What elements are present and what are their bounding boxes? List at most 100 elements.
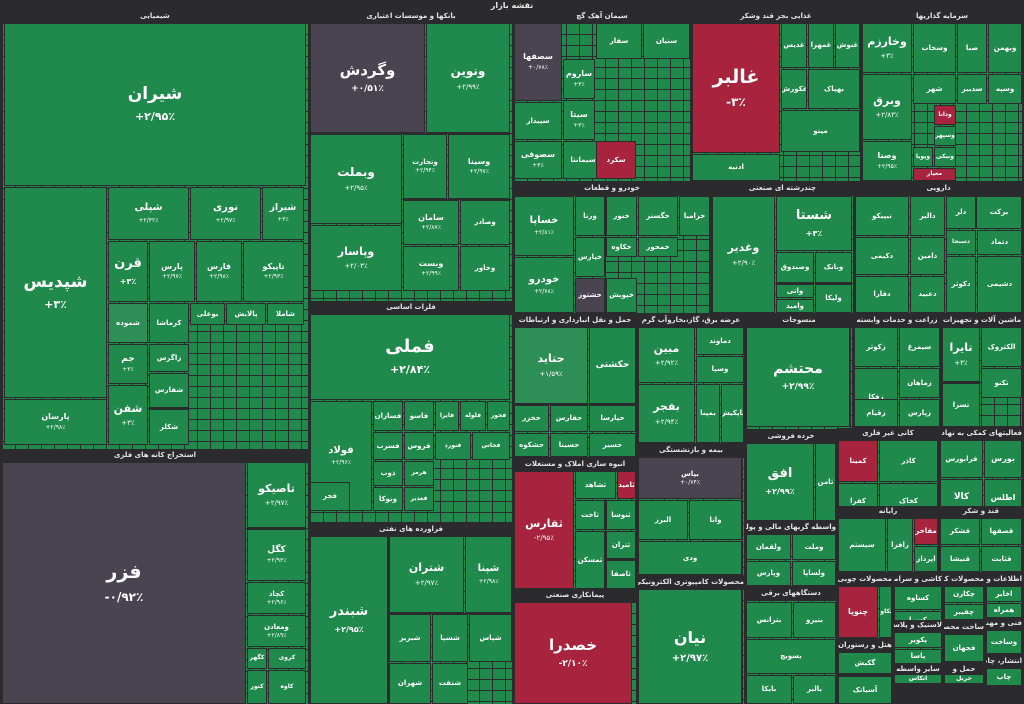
stock-tile[interactable]: حریل	[944, 674, 984, 684]
stock-tile[interactable]: شتران +۲/۹۷٪	[389, 536, 464, 613]
stock-tile[interactable]: کرماشا	[149, 303, 189, 343]
stock-tile[interactable]: وامید	[776, 299, 814, 313]
stock-tile[interactable]: وسینا +۲/۹۷٪	[448, 134, 510, 199]
stock-tile[interactable]: نوری +۲/۹۷٪	[190, 187, 261, 240]
stock-tile[interactable]: خودرو +۲/۷۸٪	[514, 257, 574, 313]
stock-tile[interactable]: قشکر	[940, 518, 980, 545]
stock-tile[interactable]: دلر	[946, 196, 976, 229]
stock-tile[interactable]: دعبید	[910, 276, 945, 313]
stock-tile[interactable]: حشکوه	[514, 433, 549, 457]
stock-tile[interactable]: پاسا	[894, 649, 942, 664]
stock-tile[interactable]: وسپهر	[934, 126, 956, 146]
stock-tile[interactable]: شیراز +۳٪	[262, 187, 304, 240]
stock-tile[interactable]: خنور	[606, 196, 637, 236]
stock-tile[interactable]: وغدیر +۲/۹۰٪	[712, 196, 775, 313]
stock-tile[interactable]: فخوز	[487, 401, 510, 431]
stock-tile[interactable]: بوعلی	[190, 303, 225, 325]
stock-tile[interactable]: کگل +۲/۹۳٪	[247, 529, 306, 581]
stock-tile[interactable]: خپویش	[606, 278, 637, 313]
stock-tile[interactable]: خساپا +۲/۸۱٪	[514, 196, 574, 256]
stock-tile[interactable]: ثامید	[617, 471, 636, 499]
stock-tile[interactable]: فلوله	[460, 401, 486, 431]
stock-tile[interactable]: شنفت	[432, 663, 468, 704]
stock-tile[interactable]: فجر	[310, 482, 350, 511]
stock-tile[interactable]: بورس	[984, 440, 1022, 478]
stock-tile[interactable]: اپرداز	[914, 546, 938, 572]
stock-tile[interactable]: وپارس	[746, 561, 791, 586]
stock-tile[interactable]: شپدیس +۳٪	[4, 187, 107, 398]
stock-tile[interactable]: زقیام	[854, 399, 898, 427]
stock-tile[interactable]: دکیمی	[855, 237, 909, 275]
stock-tile[interactable]: وبهمن	[988, 23, 1022, 73]
stock-tile[interactable]: وسپه	[988, 74, 1022, 104]
stock-tile[interactable]: پالایش	[226, 303, 266, 325]
stock-tile[interactable]: مبین +۲/۹۲٪	[638, 327, 695, 383]
stock-tile[interactable]: بفجر +۲/۹۴٪	[638, 384, 695, 443]
stock-tile[interactable]: تاپکیش	[721, 384, 744, 443]
stock-tile[interactable]: شبندر +۲/۹۵٪	[310, 536, 388, 704]
stock-tile[interactable]: اخابر	[986, 586, 1022, 602]
stock-tile[interactable]: خزامیا	[679, 196, 710, 236]
stock-tile[interactable]: غکورش	[781, 69, 807, 109]
stock-tile[interactable]: تایرا +۳٪	[942, 327, 980, 382]
stock-tile[interactable]: وبملت +۲/۹۵٪	[310, 134, 402, 224]
stock-tile[interactable]: وانا	[689, 500, 742, 540]
stock-tile[interactable]: فنورد	[435, 432, 471, 460]
stock-tile[interactable]: قرن +۳٪	[108, 241, 148, 302]
stock-tile[interactable]: فرابورس	[940, 440, 983, 478]
stock-tile[interactable]: شستا +۳٪	[776, 196, 852, 251]
stock-tile[interactable]: شسپا	[432, 614, 468, 662]
stock-tile[interactable]: حفارس	[550, 405, 588, 432]
stock-tile[interactable]: فاسو	[404, 401, 434, 431]
stock-tile[interactable]: خشتوز	[575, 278, 605, 313]
stock-tile[interactable]: دتماد	[977, 230, 1022, 255]
stock-tile[interactable]: قثابت	[981, 546, 1022, 572]
stock-tile[interactable]: برکت	[976, 196, 1022, 229]
stock-tile[interactable]: وصادر	[460, 200, 510, 245]
stock-tile[interactable]: وسپا	[696, 356, 744, 383]
stock-tile[interactable]: فایرا	[435, 401, 459, 431]
stock-tile[interactable]: بپاس +۰/۷۴٪	[638, 457, 742, 499]
stock-tile[interactable]: زکوثر	[854, 327, 898, 367]
stock-tile[interactable]: سصفها +۰/۷۸٪	[514, 23, 562, 101]
stock-tile[interactable]: ونوین +۲/۹۹٪	[426, 23, 510, 133]
stock-tile[interactable]: غدیس	[781, 23, 807, 68]
stock-tile[interactable]: افق +۲/۹۹٪	[746, 443, 814, 521]
stock-tile[interactable]: ومعادن +۲/۸۹٪	[247, 615, 306, 647]
stock-tile[interactable]: فجهان	[944, 634, 984, 662]
stock-tile[interactable]: ونیکی	[934, 147, 956, 167]
stock-tile[interactable]: واتی	[776, 284, 814, 298]
stock-tile[interactable]: حتاید +۱/۵۹٪	[514, 327, 588, 404]
stock-tile[interactable]: بنیرو	[793, 602, 836, 638]
stock-tile[interactable]: دکوثر	[946, 256, 976, 313]
stock-tile[interactable]: شاملا	[267, 303, 304, 325]
stock-tile[interactable]: شهر	[913, 74, 956, 104]
stock-tile[interactable]: وملت	[792, 534, 836, 560]
stock-tile[interactable]: سکرد	[596, 141, 636, 179]
stock-tile[interactable]: معیار	[913, 168, 956, 181]
stock-tile[interactable]: شموده	[108, 303, 148, 343]
stock-tile[interactable]: رافزا	[887, 518, 913, 572]
stock-tile[interactable]: وپویا	[913, 147, 933, 167]
stock-tile[interactable]: ولقمان	[746, 534, 791, 560]
stock-tile[interactable]: چنوپا	[838, 586, 878, 638]
stock-tile[interactable]: تکنو	[981, 368, 1022, 398]
stock-tile[interactable]: مفاخر	[914, 518, 938, 545]
stock-tile[interactable]: وخاور	[460, 246, 510, 291]
stock-tile[interactable]: ولیکا	[815, 284, 852, 313]
stock-tile[interactable]: ثاخت	[575, 500, 605, 530]
stock-tile[interactable]: ونوکا	[373, 487, 403, 511]
stock-tile[interactable]: بمپنا	[696, 384, 720, 443]
stock-tile[interactable]: فروس	[404, 432, 434, 460]
stock-tile[interactable]: وصندوق	[776, 252, 814, 283]
stock-tile[interactable]: خکاوه	[606, 237, 637, 257]
stock-tile[interactable]: غالبر -۳٪	[692, 23, 780, 153]
stock-tile[interactable]: زاگرس	[149, 344, 189, 372]
stock-tile[interactable]: اتکاس	[894, 674, 942, 684]
stock-tile[interactable]: فسرب	[373, 432, 403, 460]
stock-tile[interactable]: ولساپا	[792, 561, 836, 586]
stock-tile[interactable]: فسازان	[373, 401, 403, 431]
stock-tile[interactable]: همراه	[986, 603, 1022, 618]
stock-tile[interactable]: ثفارس -۲/۹۵٪	[514, 471, 574, 589]
stock-tile[interactable]: سامان +۲/۸۷٪	[403, 200, 459, 245]
